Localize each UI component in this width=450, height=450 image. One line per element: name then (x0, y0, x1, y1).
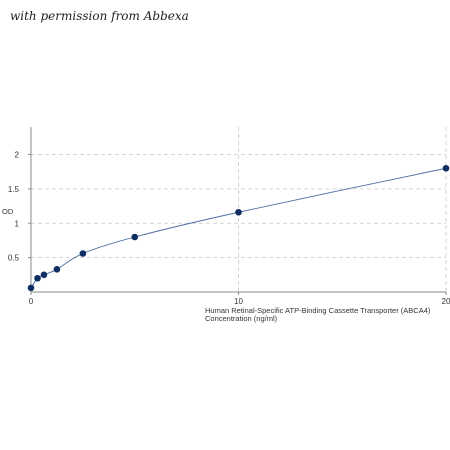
y-axis-title: OD (2, 207, 14, 216)
x-axis-title-line: Concentration (ng/ml) (205, 314, 278, 323)
data-point (79, 250, 87, 257)
data-point (34, 274, 41, 282)
data-point (40, 271, 48, 279)
y-tick-label: 1.5 (8, 185, 20, 194)
data-point (131, 233, 139, 241)
data-point (53, 266, 61, 273)
axes (28, 127, 447, 295)
x-axis-title-line: Human Retinal-Specific ATP-Binding Casse… (205, 306, 431, 315)
x-tick-label: 20 (442, 297, 450, 306)
data-points (27, 164, 450, 292)
x-tick-label: 10 (234, 297, 243, 306)
data-point (442, 164, 450, 172)
data-point (235, 208, 242, 216)
y-tick-label: 0.5 (8, 254, 20, 263)
y-tick-label: 2 (15, 151, 20, 160)
watermark-text: with permission from Abbexa (10, 9, 189, 23)
data-point (27, 284, 35, 292)
grid-lines (31, 127, 447, 292)
y-tick-label: 1 (15, 219, 20, 228)
x-tick-label: 0 (29, 297, 34, 306)
